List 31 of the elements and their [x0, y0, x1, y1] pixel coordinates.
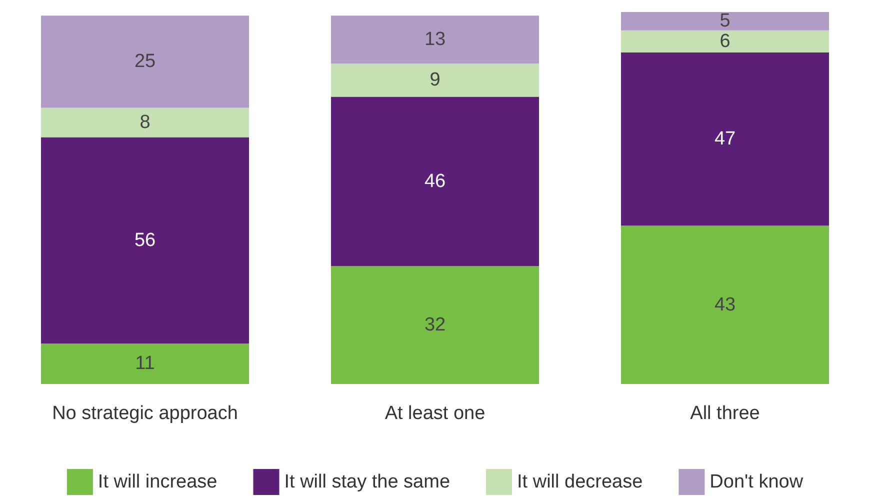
- legend-label: It will increase: [98, 472, 218, 492]
- bar: [331, 64, 539, 97]
- data-label: 47: [714, 128, 736, 150]
- bar: [331, 96, 539, 266]
- data-label: 46: [424, 170, 446, 192]
- data-label: 9: [430, 70, 440, 91]
- bar: [331, 16, 539, 64]
- legend-label: It will stay the same: [284, 472, 450, 492]
- bar: [41, 108, 249, 138]
- data-label: 8: [140, 112, 150, 133]
- bar: [621, 30, 829, 53]
- data-label: 6: [720, 30, 730, 52]
- data-label: 32: [424, 314, 446, 336]
- bar: [621, 226, 829, 384]
- data-label: 43: [714, 294, 736, 316]
- data-label: 56: [134, 230, 156, 251]
- bar: [41, 16, 249, 108]
- x-tick-label: No strategic approach: [52, 403, 238, 424]
- data-label: 25: [134, 51, 156, 72]
- bar: [621, 12, 829, 30]
- legend-label: Don't know: [710, 472, 804, 492]
- x-tick-label: All three: [690, 403, 760, 424]
- x-tick-label: At least one: [384, 403, 486, 424]
- bar: [621, 52, 829, 226]
- legend-label: It will decrease: [517, 472, 643, 492]
- data-label: 11: [135, 353, 155, 374]
- bar: [41, 137, 249, 344]
- bar: [41, 343, 249, 384]
- data-label: 13: [424, 29, 446, 50]
- data-label: 5: [720, 10, 730, 32]
- bar: [331, 266, 539, 384]
